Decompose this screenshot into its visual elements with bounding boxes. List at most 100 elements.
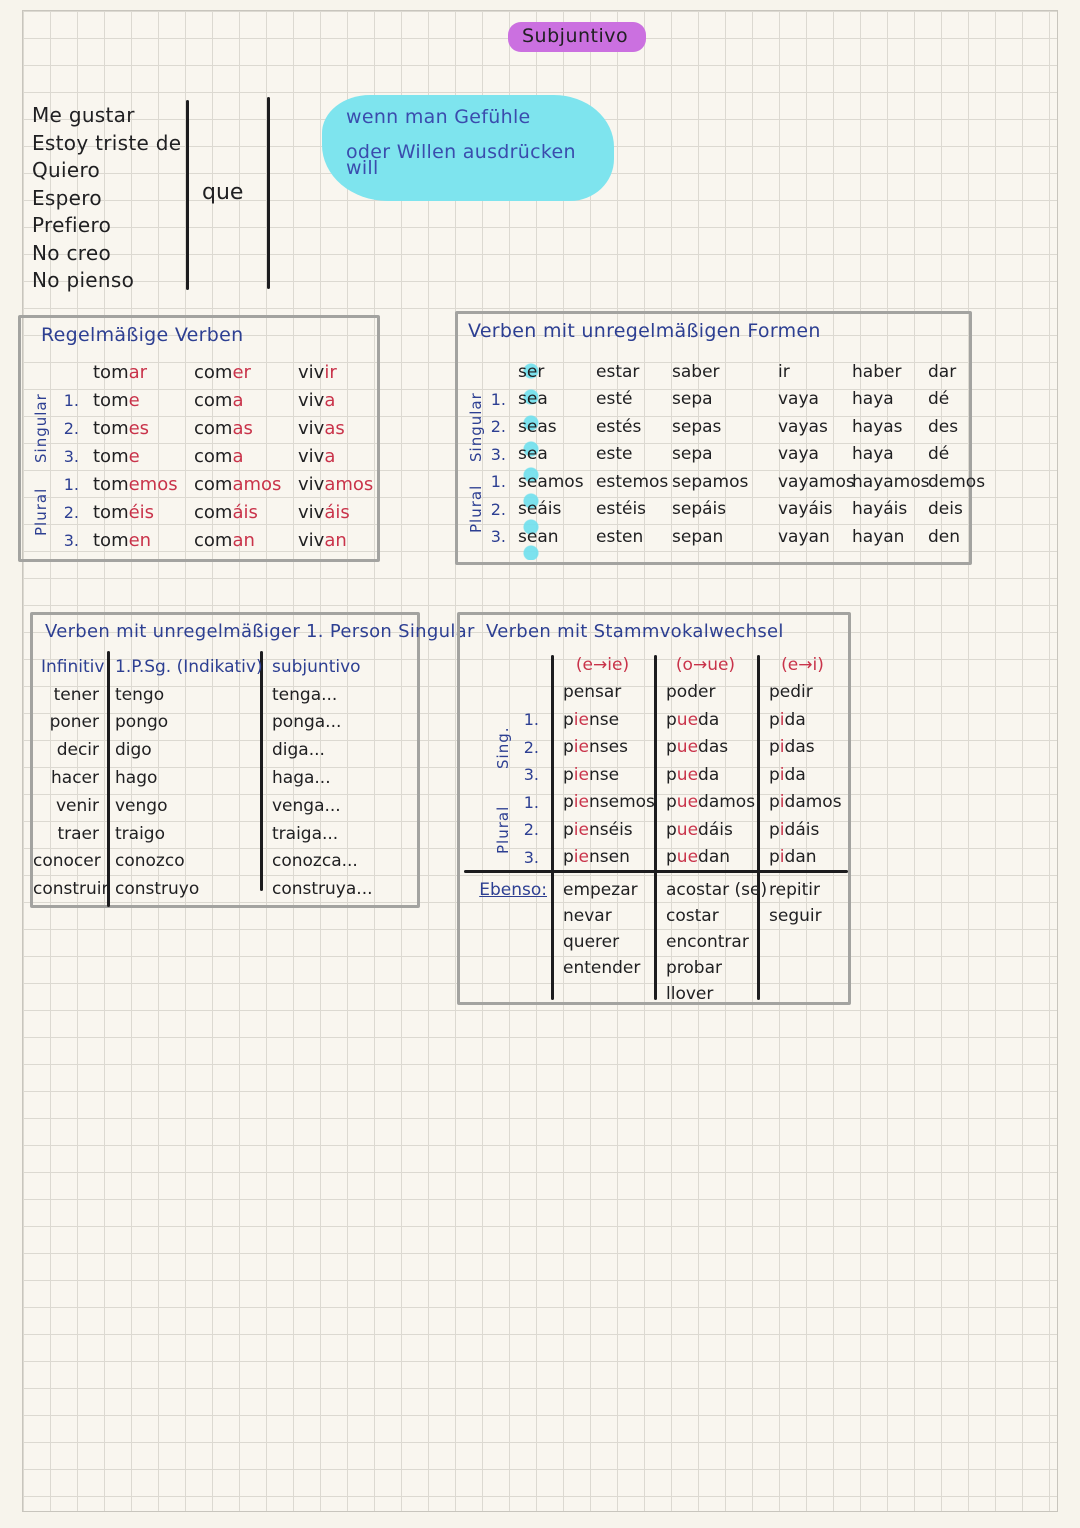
verb-form: tenga... bbox=[272, 684, 338, 705]
verb-form: poner bbox=[49, 712, 99, 733]
verb-form: pueda bbox=[666, 709, 720, 730]
verb-form: hayas bbox=[852, 416, 903, 437]
cyan-dotted-highlight bbox=[522, 360, 540, 560]
column-separator bbox=[757, 655, 760, 1000]
person-number: 3. bbox=[490, 527, 506, 547]
verb-form: conozca... bbox=[272, 851, 358, 872]
verb-form: tomes bbox=[93, 417, 150, 439]
ebenso-verb: costar bbox=[666, 906, 719, 926]
verb-form: traiga... bbox=[272, 823, 339, 844]
verb-form: vayáis bbox=[778, 499, 833, 520]
verb-form: ponga... bbox=[272, 712, 342, 733]
verb-form: toméis bbox=[93, 501, 155, 523]
verb-form: estemos bbox=[596, 471, 669, 492]
verb-form: venir bbox=[55, 795, 99, 816]
person-number: 2. bbox=[63, 418, 79, 438]
connector-word: que bbox=[202, 180, 244, 205]
ebenso-divider-line bbox=[464, 870, 848, 873]
verb-form: este bbox=[596, 444, 633, 465]
verb-form: dé bbox=[928, 444, 950, 465]
person-number: 3. bbox=[63, 446, 79, 466]
verb-row: construir construyo construya... bbox=[33, 875, 417, 903]
verb-form: traigo bbox=[115, 823, 165, 844]
verb-form: estéis bbox=[596, 499, 647, 520]
table-title: Verben mit unregelmäßiger 1. Person Sing… bbox=[45, 621, 475, 642]
vowel-change-label: (o→ue) bbox=[675, 654, 736, 675]
verb-form: vengo bbox=[115, 795, 168, 816]
infinitive-header: tomar bbox=[93, 361, 148, 383]
verb-form: estés bbox=[596, 416, 642, 437]
infinitive-header: comer bbox=[194, 361, 251, 383]
conjugation-row: 2. pienses puedas pidas bbox=[460, 734, 848, 762]
conjugation-row: 2. seáis estéis sepáis vayáis hayáis deis bbox=[458, 496, 969, 524]
infinitive-header-row: tomar comer vivir bbox=[21, 358, 377, 386]
infinitive-header: vivir bbox=[298, 361, 337, 383]
usage-note-highlight: wenn man Gefühle oder Willen ausdrücken … bbox=[322, 95, 614, 201]
verb-row: poner pongo ponga... bbox=[33, 709, 417, 737]
ebenso-verb: repitir bbox=[769, 880, 820, 900]
verb-form: sepa bbox=[672, 389, 713, 410]
trigger-phrase: Quiero bbox=[32, 158, 101, 182]
verb-form: viváis bbox=[298, 501, 350, 523]
verb-form: digo bbox=[115, 740, 152, 761]
ebenso-row: entender probar bbox=[460, 955, 848, 981]
column-separator bbox=[551, 655, 554, 1000]
verb-row: hacer hago haga... bbox=[33, 764, 417, 792]
grid-paper bbox=[22, 10, 1058, 1512]
verb-form: piensen bbox=[563, 847, 630, 868]
verb-form: sepáis bbox=[672, 499, 727, 520]
verb-form: esté bbox=[596, 389, 633, 410]
verb-form: viva bbox=[298, 445, 336, 467]
column-header-row: Infinitiv 1.P.Sg. (Indikativ) subjuntivo bbox=[33, 653, 417, 681]
verb-form: coma bbox=[194, 445, 244, 467]
verb-form: venga... bbox=[272, 795, 341, 816]
verb-form: piense bbox=[563, 764, 620, 785]
trigger-phrase: Estoy triste de bbox=[32, 130, 182, 155]
first-person-irregular-table: Verben mit unregelmäßiger 1. Person Sing… bbox=[30, 612, 474, 908]
verb-form: pida bbox=[769, 764, 806, 785]
table-title: Regelmäßige Verben bbox=[41, 324, 244, 346]
conjugation-row: 1. piense pueda pida bbox=[460, 706, 848, 734]
ebenso-verb: acostar (se) bbox=[666, 880, 768, 900]
conjugation-row: 3. piense pueda pida bbox=[460, 761, 848, 789]
verb-form: seáis bbox=[518, 499, 562, 520]
column-header: subjuntivo bbox=[272, 656, 361, 677]
column-header: Infinitiv bbox=[41, 656, 105, 677]
person-number: 3. bbox=[490, 444, 506, 464]
verb-form: des bbox=[928, 416, 959, 437]
verb-form: construir bbox=[33, 879, 109, 900]
verb-form: piensemos bbox=[563, 792, 655, 813]
person-number: 2. bbox=[523, 737, 539, 757]
ebenso-verb: llover bbox=[666, 984, 714, 1004]
verb-form: hayan bbox=[852, 526, 905, 547]
conjugation-row: 2. seas estés sepas vayas hayas des bbox=[458, 413, 969, 441]
ebenso-row: nevar costar seguir bbox=[460, 903, 848, 929]
verb-form: coma bbox=[194, 389, 244, 411]
vowel-change-label: (e→i) bbox=[781, 654, 824, 675]
trigger-phrase: No creo bbox=[32, 240, 111, 265]
person-number: 3. bbox=[63, 530, 79, 550]
verb-form: pidamos bbox=[769, 792, 842, 813]
irregular-verbs-table: Verben mit unregelmäßigen Formen Singula… bbox=[455, 311, 985, 565]
ebenso-verb: querer bbox=[563, 932, 620, 952]
bracket-line-right bbox=[267, 97, 270, 289]
conjugation-row: 2. toméis comáis viváis bbox=[21, 498, 377, 526]
person-number: 2. bbox=[63, 502, 79, 522]
column-separator bbox=[107, 651, 110, 907]
verb-form: pienses bbox=[563, 737, 628, 758]
ebenso-verb: encontrar bbox=[666, 932, 749, 952]
infinitive-header: pensar bbox=[563, 682, 622, 703]
verb-form: construyo bbox=[115, 879, 200, 900]
page-title-highlight: Subjuntivo bbox=[508, 22, 647, 52]
person-number: 2. bbox=[523, 820, 539, 840]
verb-form: traer bbox=[57, 823, 99, 844]
verb-form: construya... bbox=[272, 879, 373, 900]
verb-form: vivan bbox=[298, 529, 347, 551]
column-separator bbox=[260, 651, 263, 891]
verb-form: sepamos bbox=[672, 471, 749, 492]
verb-form: puedáis bbox=[666, 819, 733, 840]
verb-form: decir bbox=[56, 740, 99, 761]
verb-form: sean bbox=[518, 526, 559, 547]
verb-form: sepan bbox=[672, 526, 724, 547]
